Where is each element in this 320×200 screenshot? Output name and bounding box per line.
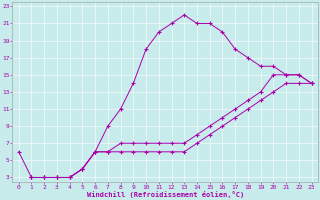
X-axis label: Windchill (Refroidissement éolien,°C): Windchill (Refroidissement éolien,°C) [86, 191, 244, 198]
